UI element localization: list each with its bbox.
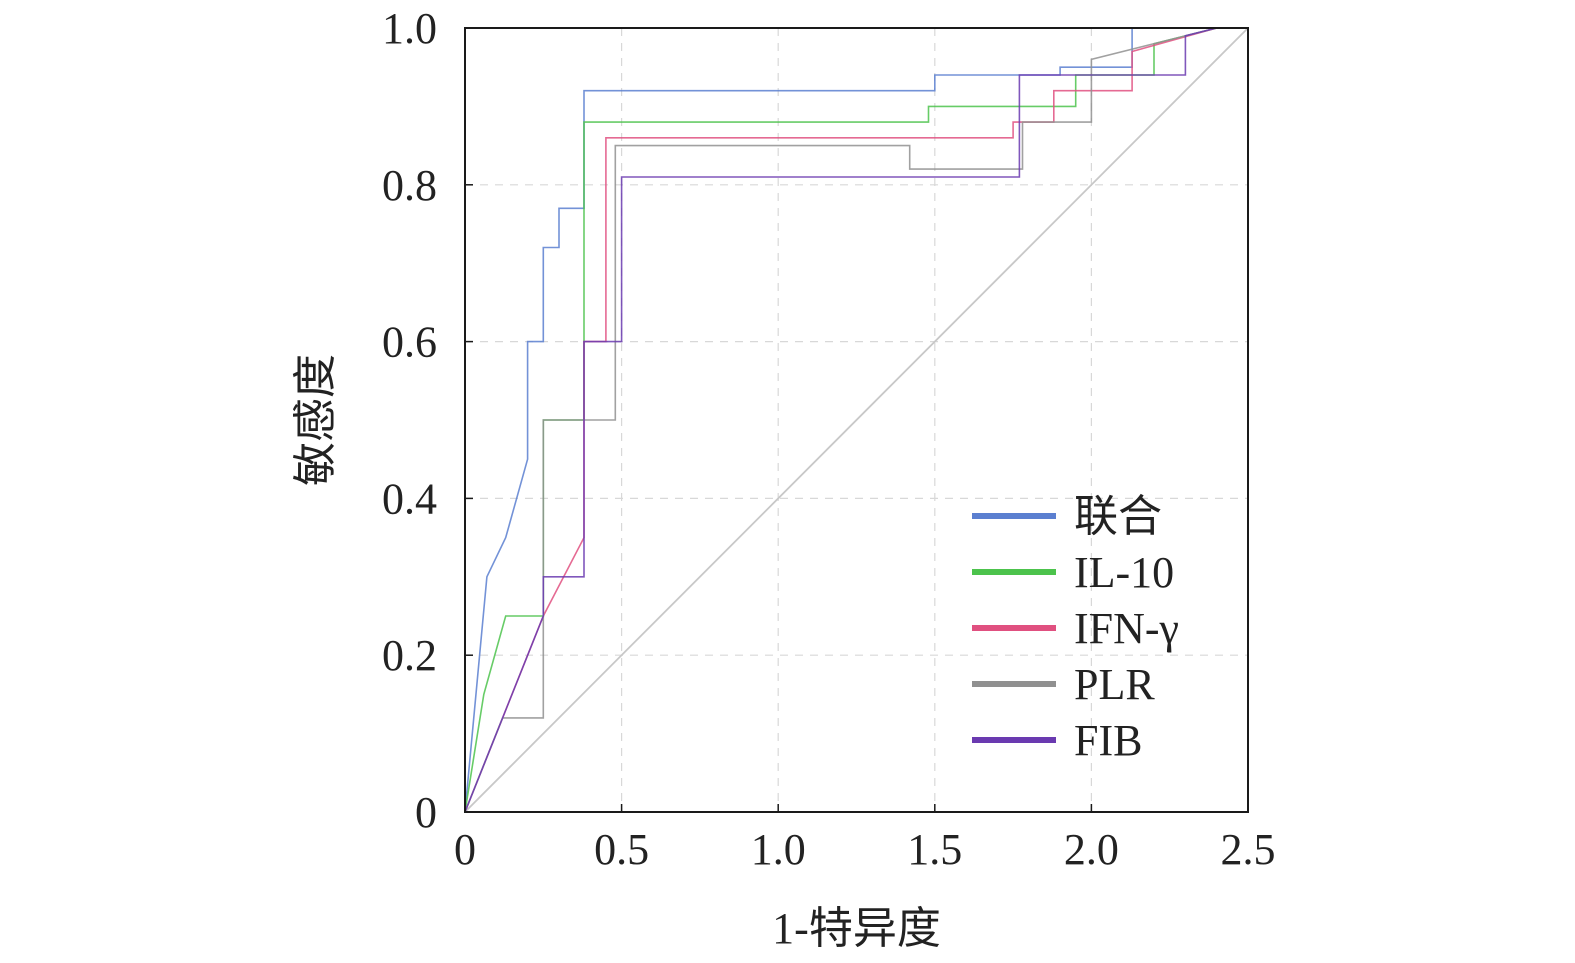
y-axis-title: 敏感度 <box>291 354 340 486</box>
series-line-2 <box>464 27 1217 813</box>
legend-label-1: IL-10 <box>1074 548 1174 597</box>
y-tick-label-0: 0 <box>415 788 437 837</box>
legend-label-4: FIB <box>1074 716 1142 765</box>
series-line-4 <box>464 27 1217 813</box>
y-tick-label-5: 1.0 <box>382 4 437 53</box>
reference-line-group <box>464 27 1249 813</box>
x-tick-label-1: 0.5 <box>594 825 649 874</box>
x-axis-title: 1-特异度 <box>772 904 941 953</box>
x-tick-label-2: 1.0 <box>751 825 806 874</box>
legend-label-0: 联合 <box>1074 492 1162 541</box>
ticks: 0 0.5 1.0 1.5 2.0 2.5 0 0.2 0.4 0.6 0.8 1.0 <box>382 4 1276 874</box>
x-tick-label-5: 2.5 <box>1221 825 1276 874</box>
y-tick-label-4: 0.8 <box>382 161 437 210</box>
x-tick-label-4: 2.0 <box>1064 825 1119 874</box>
plot-frame <box>464 27 1249 813</box>
x-tick-label-3: 1.5 <box>907 825 962 874</box>
legend-label-2: IFN-γ <box>1074 604 1179 653</box>
legend-label-3: PLR <box>1074 660 1155 709</box>
series-line-3 <box>464 27 1217 813</box>
y-tick-label-2: 0.4 <box>382 474 437 523</box>
y-tick-label-3: 0.6 <box>382 318 437 367</box>
y-tick-label-1: 0.2 <box>382 631 437 680</box>
series-line-0 <box>464 27 1217 813</box>
grid <box>465 28 1248 812</box>
legend: 联合 IL-10 IFN-γ PLR FIB <box>972 492 1179 765</box>
series-group <box>464 27 1217 813</box>
x-tick-label-0: 0 <box>454 825 476 874</box>
reference-diagonal <box>464 27 1249 813</box>
